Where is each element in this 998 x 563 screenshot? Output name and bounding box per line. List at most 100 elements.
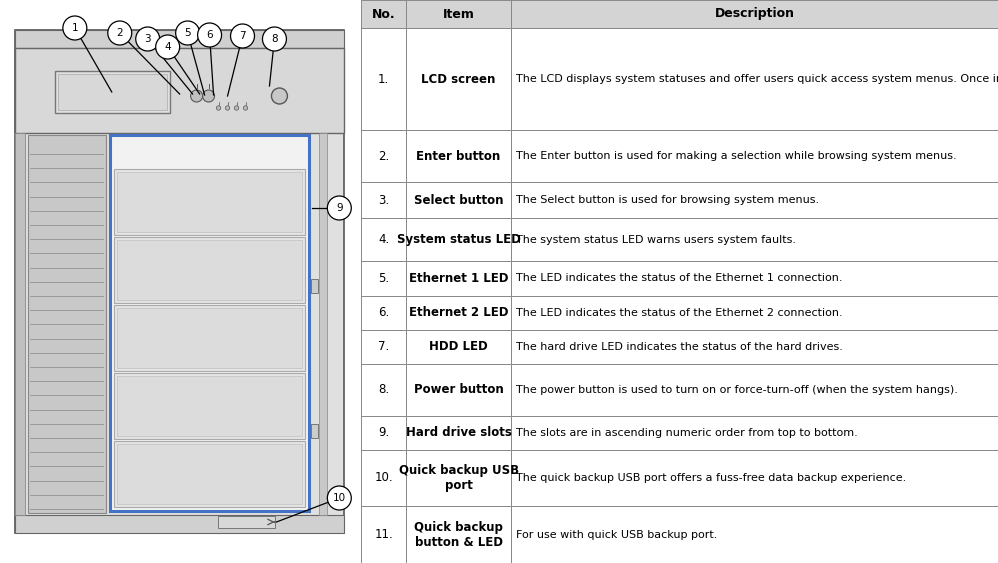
Circle shape [235, 106, 239, 110]
Text: The Select button is used for browsing system menus.: The Select button is used for browsing s… [516, 195, 819, 205]
Bar [28, 135, 106, 513]
Bar [511, 261, 998, 296]
Text: The power button is used to turn on or force-turn-off (when the system hangs).: The power button is used to turn on or f… [516, 385, 958, 395]
Circle shape [217, 106, 221, 110]
Bar [406, 0, 511, 28]
Bar [406, 218, 511, 261]
Text: 4: 4 [165, 42, 171, 52]
Text: Power button: Power button [414, 383, 503, 396]
Text: Ethernet 2 LED: Ethernet 2 LED [409, 306, 508, 319]
Bar [114, 169, 305, 235]
Circle shape [203, 90, 215, 102]
Bar [361, 296, 406, 329]
Bar [311, 424, 318, 438]
Bar [511, 218, 998, 261]
Text: The LED indicates the status of the Ethernet 1 connection.: The LED indicates the status of the Ethe… [516, 274, 842, 284]
Bar [361, 329, 406, 364]
Text: The hard drive LED indicates the status of the hard drives.: The hard drive LED indicates the status … [516, 342, 843, 351]
Circle shape [108, 21, 132, 45]
Bar [361, 415, 406, 450]
Circle shape [191, 90, 203, 102]
Text: 7: 7 [240, 31, 246, 41]
Text: 9.: 9. [378, 426, 389, 439]
Circle shape [198, 23, 222, 47]
Text: 8.: 8. [378, 383, 389, 396]
Text: The LCD displays system statuses and offer users quick access system menus. Once: The LCD displays system statuses and off… [516, 74, 998, 84]
Text: Hard drive slots: Hard drive slots [405, 426, 512, 439]
Text: 3.: 3. [378, 194, 389, 207]
Bar [15, 30, 344, 48]
Bar [15, 515, 344, 533]
Bar [361, 0, 406, 28]
Circle shape [176, 21, 200, 45]
Text: Item: Item [443, 7, 474, 20]
Text: HDD LED: HDD LED [429, 340, 488, 353]
Bar [406, 364, 511, 415]
Text: The Enter button is used for making a selection while browsing system menus.: The Enter button is used for making a se… [516, 151, 957, 161]
Text: Quick backup
button & LED: Quick backup button & LED [414, 521, 503, 549]
Bar [511, 415, 998, 450]
Bar [361, 261, 406, 296]
Bar [15, 133, 25, 515]
Bar [511, 182, 998, 218]
Circle shape [231, 24, 254, 48]
Text: The quick backup USB port offers a fuss-free data backup experience.: The quick backup USB port offers a fuss-… [516, 473, 906, 483]
Circle shape [136, 27, 160, 51]
Circle shape [63, 16, 87, 40]
Bar [110, 135, 309, 511]
Bar [58, 74, 167, 110]
Bar [511, 364, 998, 415]
Bar [406, 28, 511, 130]
Bar [218, 516, 275, 528]
Bar [311, 279, 318, 293]
Bar [406, 450, 511, 506]
Bar [406, 182, 511, 218]
Bar [406, 415, 511, 450]
Text: The LED indicates the status of the Ethernet 2 connection.: The LED indicates the status of the Ethe… [516, 307, 842, 318]
Bar [114, 237, 305, 303]
Text: 8: 8 [271, 34, 277, 44]
Text: 3: 3 [145, 34, 151, 44]
Bar [114, 305, 305, 371]
Text: 2.: 2. [378, 150, 389, 163]
Text: Enter button: Enter button [416, 150, 501, 163]
Bar [55, 71, 170, 113]
Text: 11.: 11. [374, 528, 393, 541]
Text: 4.: 4. [378, 234, 389, 247]
Text: For use with quick USB backup port.: For use with quick USB backup port. [516, 530, 718, 540]
Text: Description: Description [715, 7, 794, 20]
Circle shape [327, 196, 351, 220]
Text: 6: 6 [207, 30, 213, 40]
Text: No.: No. [372, 7, 395, 20]
Circle shape [244, 106, 248, 110]
Bar [361, 28, 406, 130]
Bar [406, 261, 511, 296]
Text: Select button: Select button [414, 194, 503, 207]
Text: 5: 5 [185, 28, 191, 38]
Bar [511, 450, 998, 506]
Bar [361, 506, 406, 563]
Text: LCD screen: LCD screen [421, 73, 496, 86]
Bar [361, 364, 406, 415]
Bar [406, 130, 511, 182]
Text: The system status LED warns users system faults.: The system status LED warns users system… [516, 235, 796, 245]
Circle shape [226, 106, 230, 110]
Text: 10: 10 [332, 493, 346, 503]
Text: Ethernet 1 LED: Ethernet 1 LED [409, 272, 508, 285]
Bar [117, 444, 302, 504]
Text: 5.: 5. [378, 272, 389, 285]
Bar [511, 329, 998, 364]
Bar [361, 182, 406, 218]
Bar [406, 506, 511, 563]
Bar [511, 506, 998, 563]
Bar [15, 48, 344, 133]
Bar [406, 329, 511, 364]
Bar [361, 450, 406, 506]
Bar [114, 373, 305, 439]
Bar [117, 172, 302, 232]
Text: System status LED: System status LED [396, 234, 521, 247]
Bar [511, 296, 998, 329]
Circle shape [327, 486, 351, 510]
Text: 1: 1 [72, 23, 78, 33]
Bar [15, 30, 344, 533]
